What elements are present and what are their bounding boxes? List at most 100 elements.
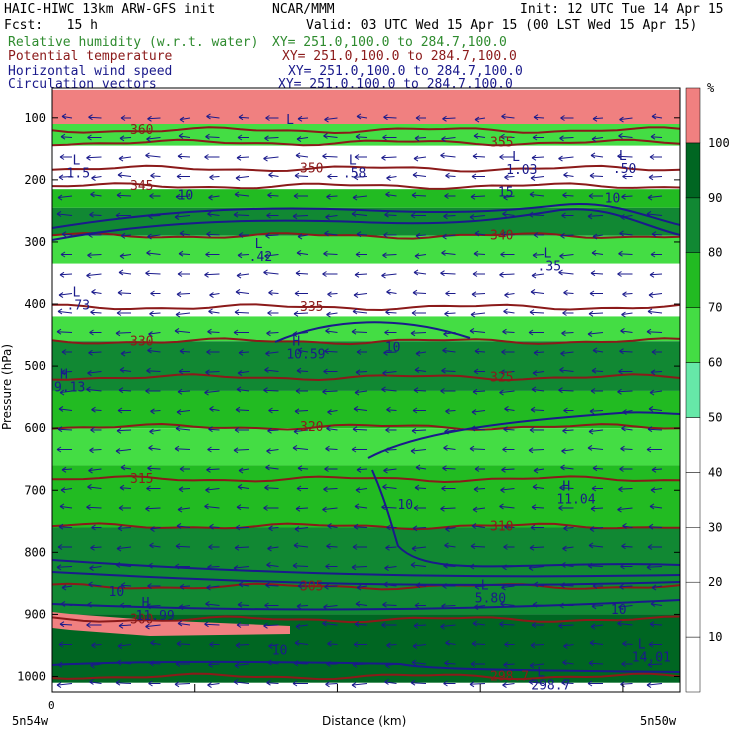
circulation-vector <box>442 347 456 354</box>
circulation-vector <box>530 642 545 649</box>
circulation-vector <box>205 487 220 494</box>
circulation-vector <box>558 505 574 511</box>
circulation-vector <box>88 114 102 121</box>
circulation-vector <box>86 272 102 279</box>
circulation-vector <box>502 328 515 335</box>
circulation-vector <box>355 487 368 494</box>
y-tick-label: 400 <box>24 297 46 311</box>
circulation-vector <box>117 289 132 296</box>
circulation-vector <box>651 113 663 120</box>
circulation-vector <box>149 428 161 435</box>
circulation-vector <box>56 210 73 217</box>
circulation-vector <box>591 136 604 143</box>
theta-contour <box>51 182 681 190</box>
circulation-vector <box>178 368 190 375</box>
circulation-vector <box>327 409 338 416</box>
theta-contour <box>51 337 681 346</box>
circulation-vector <box>474 230 486 237</box>
circulation-vector <box>386 288 397 295</box>
circulation-vector <box>147 233 161 240</box>
circulation-vector <box>382 370 397 377</box>
theta-contour <box>51 422 681 431</box>
circulation-vector <box>117 525 132 532</box>
circulation-vector <box>267 659 279 666</box>
theta-label: 360 <box>130 123 153 138</box>
circulation-vector <box>354 271 368 278</box>
circulation-vector <box>236 272 250 279</box>
circulation-vector <box>146 367 161 374</box>
circulation-vector <box>410 330 427 337</box>
circulation-vector <box>473 368 485 375</box>
circulation-vector <box>559 366 574 373</box>
circulation-vector <box>385 427 397 433</box>
circulation-vector <box>533 467 545 474</box>
circulation-vector <box>440 505 456 512</box>
wind-contour <box>371 469 681 568</box>
extremum-marker: L <box>286 113 294 128</box>
circulation-vector <box>355 251 367 258</box>
circulation-vector <box>648 641 662 648</box>
circulation-vector <box>267 192 279 199</box>
circulation-vector <box>179 116 191 123</box>
circulation-vector <box>474 583 486 590</box>
circulation-vector <box>233 329 249 336</box>
circulation-vector <box>204 503 220 510</box>
colorbar-segment <box>685 636 701 693</box>
circulation-vector <box>208 426 220 433</box>
circulation-vector <box>622 522 633 529</box>
circulation-vector <box>590 505 604 512</box>
circulation-vector <box>204 154 220 160</box>
circulation-vector <box>473 250 486 257</box>
circulation-vector <box>150 172 161 179</box>
circulation-vector <box>296 367 309 374</box>
circulation-vector <box>383 349 397 356</box>
circulation-vector <box>267 310 279 316</box>
circulation-vector <box>206 584 220 591</box>
circulation-vector <box>235 288 250 295</box>
rh-band <box>52 124 680 146</box>
circulation-vector <box>208 544 220 550</box>
circulation-vector <box>292 213 309 220</box>
circulation-vector <box>118 622 132 629</box>
circulation-vector <box>529 191 545 198</box>
circulation-vector <box>325 681 338 688</box>
circulation-vector <box>647 661 663 668</box>
circulation-vector <box>176 291 191 298</box>
circulation-vector <box>500 369 515 376</box>
circulation-vector <box>117 407 131 414</box>
circulation-vector <box>116 427 132 434</box>
circulation-vector <box>147 347 161 354</box>
circulation-vector <box>326 425 338 432</box>
circulation-vector <box>88 467 102 474</box>
circulation-vector <box>385 191 397 198</box>
colorbar-segment <box>685 527 701 583</box>
circulation-vector <box>174 445 191 452</box>
circulation-vector <box>503 661 515 668</box>
circulation-vector <box>413 387 427 394</box>
circulation-vector <box>88 232 102 238</box>
circulation-vector <box>264 253 279 260</box>
circulation-vector <box>148 680 161 687</box>
circulation-vector <box>562 545 574 552</box>
circulation-vector <box>322 388 338 395</box>
circulation-vector <box>268 171 279 178</box>
circulation-vector <box>382 134 397 141</box>
circulation-vector <box>470 425 486 432</box>
circulation-vector <box>620 214 633 221</box>
circulation-vector <box>57 544 72 550</box>
circulation-vector <box>617 153 633 160</box>
circulation-vector <box>149 193 161 199</box>
circulation-vector <box>562 192 574 199</box>
circulation-vector <box>327 173 338 180</box>
circulation-vector <box>236 154 250 161</box>
circulation-vector <box>293 660 309 667</box>
circulation-vector <box>618 250 633 257</box>
theta-contour <box>51 615 681 624</box>
circulation-vector <box>651 466 663 473</box>
circulation-vector <box>563 289 574 296</box>
circulation-vector <box>443 331 456 338</box>
circulation-vector <box>87 483 102 490</box>
circulation-vector <box>297 347 309 354</box>
circulation-vector <box>470 661 485 667</box>
circulation-vector <box>559 602 574 609</box>
